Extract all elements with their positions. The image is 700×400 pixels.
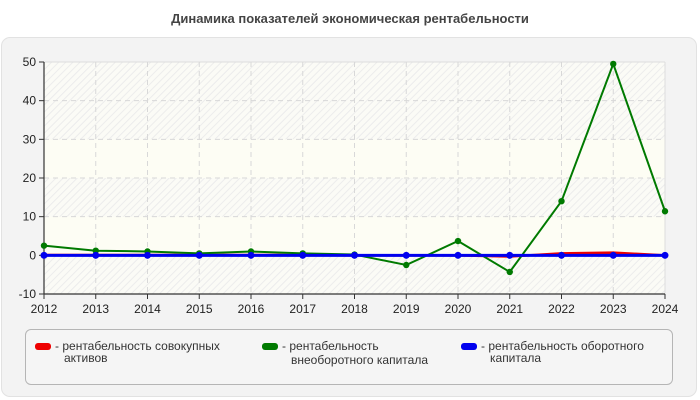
data-point[interactable] (402, 251, 410, 259)
data-point[interactable] (661, 208, 669, 215)
x-tick-label: 2014 (134, 302, 161, 316)
x-tick-label: 2013 (82, 302, 109, 316)
y-tick-label: 40 (23, 94, 37, 108)
x-tick-label: 2019 (393, 302, 420, 316)
data-point[interactable] (558, 251, 565, 259)
legend-label: рентабельность (289, 339, 379, 353)
data-point[interactable] (40, 251, 48, 259)
y-tick-label: 30 (23, 132, 37, 146)
legend-dash: - (55, 339, 59, 353)
data-point[interactable] (195, 251, 203, 259)
x-tick-label: 2023 (600, 302, 627, 316)
data-point[interactable] (610, 60, 617, 68)
data-point[interactable] (506, 251, 514, 259)
line-chart: -10 0 10 20 30 40 50 2012 2013 2014 2015 2016 2017 20… (19, 55, 679, 316)
x-tick-label: 2017 (289, 302, 316, 316)
x-tick-label: 2012 (31, 302, 58, 316)
legend-swatch-green (262, 343, 278, 350)
data-point[interactable] (558, 198, 565, 205)
data-point[interactable] (454, 251, 462, 259)
y-tick-label: 0 (29, 248, 36, 262)
legend-label: рентабельность оборотного (488, 339, 644, 353)
data-point[interactable] (144, 251, 151, 259)
y-tick-label: -10 (19, 287, 37, 301)
data-point[interactable] (609, 251, 617, 259)
data-point[interactable] (403, 261, 410, 269)
legend-label-2: капитала (490, 351, 542, 365)
x-tick-label: 2016 (238, 302, 265, 316)
legend-label-2: внеоборотного капитала (291, 353, 428, 367)
y-tick-label: 20 (23, 171, 37, 185)
data-point[interactable] (92, 251, 100, 259)
legend-dash: - (282, 339, 286, 353)
y-tick-label: 50 (23, 55, 37, 69)
x-tick-label: 2018 (341, 302, 368, 316)
data-point[interactable] (661, 251, 669, 259)
data-point[interactable] (40, 242, 48, 249)
data-point[interactable] (247, 251, 255, 259)
y-tick-label: 10 (23, 210, 37, 224)
data-point[interactable] (299, 251, 307, 259)
x-tick-label: 2021 (496, 302, 523, 316)
x-tick-label: 2015 (186, 302, 213, 316)
legend-label: рентабельность совокупных (62, 339, 220, 353)
data-point[interactable] (454, 237, 462, 245)
x-tick-label: 2024 (652, 302, 679, 316)
legend: - рентабельность совокупных активов - ре… (25, 329, 673, 385)
data-point[interactable] (506, 268, 513, 276)
chart-title: Динамика показателей экономическая рента… (171, 11, 529, 26)
legend-swatch-blue (461, 343, 477, 350)
data-point[interactable] (351, 251, 358, 259)
plot-area: -10 0 10 20 30 40 50 2012 2013 2014 2015 2016 2017 20… (19, 55, 679, 316)
x-tick-label: 2020 (445, 302, 472, 316)
legend-dash: - (481, 339, 485, 353)
x-tick-label: 2022 (548, 302, 575, 316)
legend-swatch-red (35, 343, 51, 350)
legend-label-2: активов (64, 351, 108, 365)
